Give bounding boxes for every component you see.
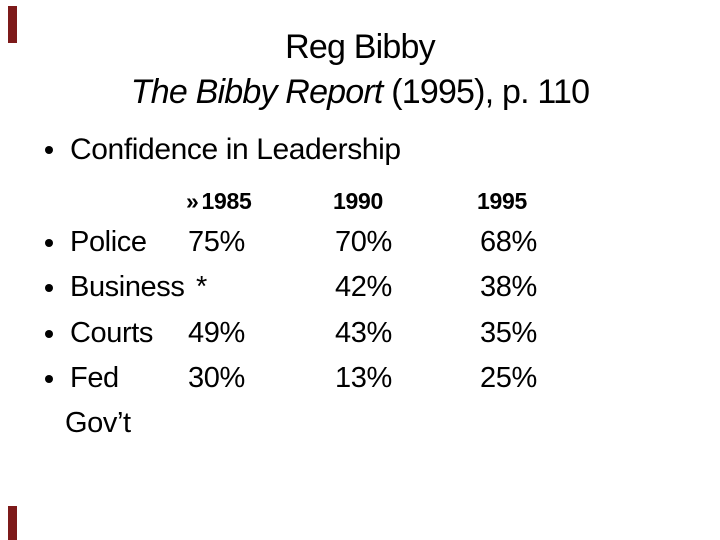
value-1995: 35%	[480, 317, 537, 349]
slide-accent-mark-bottom	[8, 506, 17, 540]
row-label-continuation: Gov’t	[65, 407, 131, 439]
value-1985: 30%	[188, 362, 245, 394]
bullet-icon	[45, 375, 53, 383]
bullet-confidence-label: Confidence in Leadership	[70, 133, 401, 166]
value-1985: 49%	[188, 317, 245, 349]
value-1990: 13%	[335, 362, 392, 394]
title-book-name: The Bibby Report	[130, 73, 384, 111]
header-year-1990: 1990	[333, 188, 383, 214]
title-line-2: The Bibby Report (1995), p. 110	[0, 70, 720, 115]
value-1990: 43%	[335, 317, 392, 349]
value-1985: 75%	[188, 226, 245, 258]
value-1990: 42%	[335, 271, 392, 303]
table-row-business: Business * 42% 38%	[0, 271, 720, 309]
row-label: Courts	[70, 317, 154, 349]
table-row-govt-continuation: Gov’t	[0, 407, 720, 445]
title-line-2-rest: (1995), p. 110	[382, 73, 590, 111]
table-header-row: » 1985 1990 1995	[0, 188, 720, 226]
value-1995: 68%	[480, 226, 537, 258]
row-label: Police	[70, 226, 147, 258]
table-row-fed: Fed 30% 13% 25%	[0, 362, 720, 400]
bullet-confidence-row: Confidence in Leadership	[0, 133, 720, 171]
header-year-1985-label: 1985	[201, 188, 252, 214]
value-1995: 38%	[480, 271, 537, 303]
table-row-courts: Courts 49% 43% 35%	[0, 317, 720, 355]
bullet-icon	[45, 284, 53, 292]
header-year-1995: 1995	[477, 188, 527, 214]
bullet-icon	[45, 330, 53, 338]
value-1995: 25%	[480, 362, 537, 394]
title-line-1: Reg Bibby	[285, 28, 435, 66]
row-label: Business	[70, 271, 185, 303]
chevron-marker-icon: »	[186, 188, 199, 214]
bullet-icon	[45, 239, 53, 247]
value-1985-asterisk: *	[196, 271, 207, 303]
value-1990: 70%	[335, 226, 392, 258]
table-row-police: Police 75% 70% 68%	[0, 226, 720, 264]
header-year-1985: » 1985	[186, 188, 252, 215]
row-label: Fed	[70, 362, 119, 394]
slide-accent-mark-top	[8, 6, 17, 43]
bullet-icon	[45, 146, 53, 154]
slide-title: Reg Bibby The Bibby Report (1995), p. 11…	[0, 25, 720, 115]
